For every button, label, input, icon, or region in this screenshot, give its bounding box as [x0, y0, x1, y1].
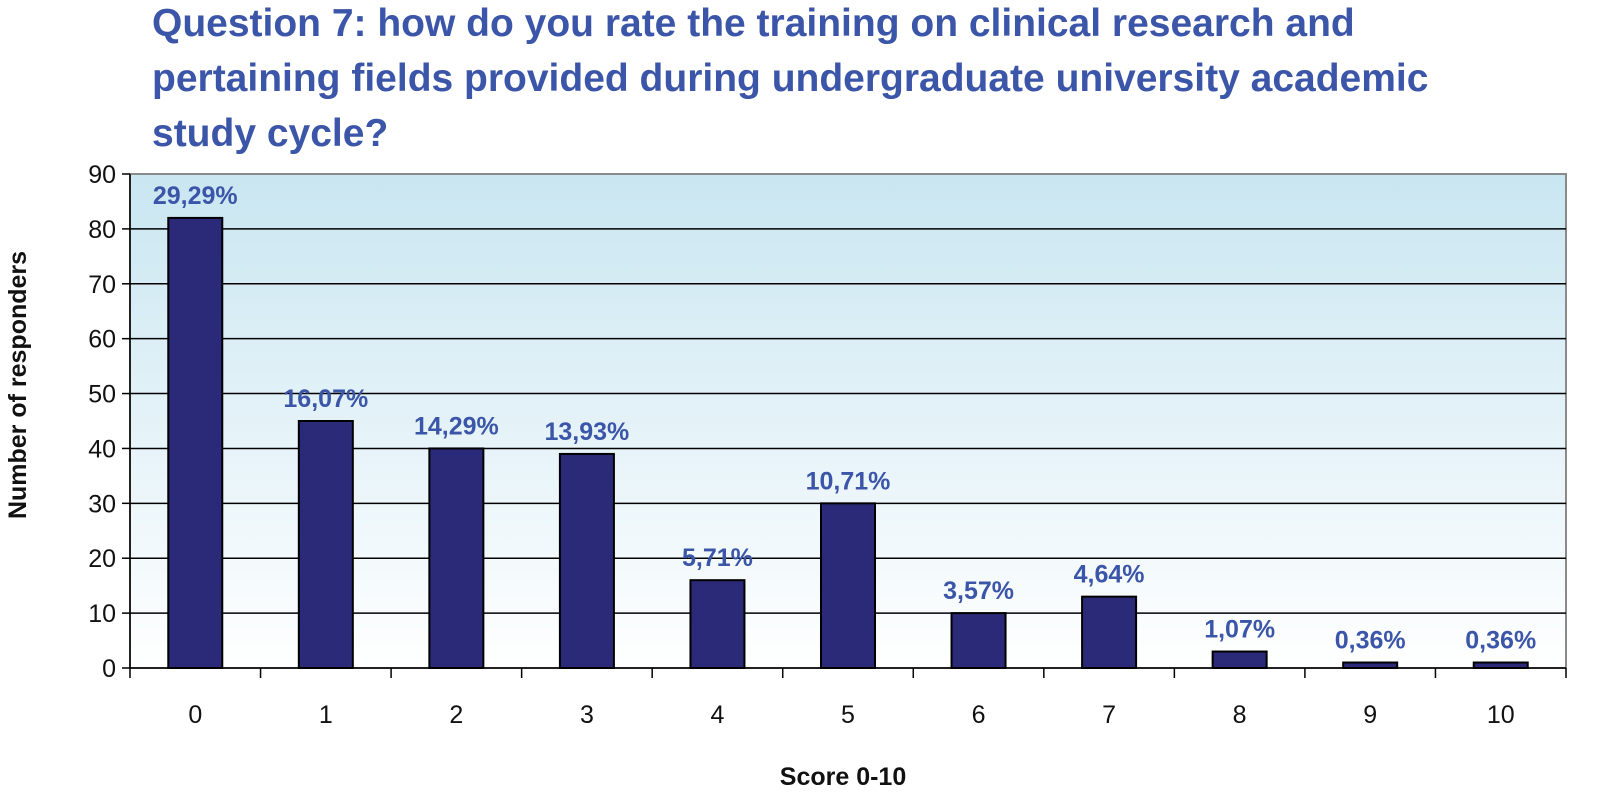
y-axis: 0 10 20 30 40 50 60 70 80 90 [88, 161, 131, 683]
x-tick-label: 8 [1233, 701, 1247, 729]
y-tick-label: 20 [88, 545, 116, 573]
x-tick-label: 0 [188, 701, 202, 729]
data-label-score-9: 0,36% [1335, 627, 1406, 655]
bar-score-7 [1081, 595, 1138, 670]
data-label-score-6: 3,57% [943, 577, 1014, 605]
y-axis-title: Number of responders [4, 251, 32, 519]
x-tick-label: 5 [841, 701, 855, 729]
y-tick-label: 50 [88, 381, 116, 409]
data-label-score-10: 0,36% [1465, 627, 1536, 655]
chart-title-line-3: study cycle? [152, 112, 389, 155]
x-axis-title: Score 0-10 [780, 763, 906, 791]
y-tick-label: 70 [88, 271, 116, 299]
y-tick-label: 0 [102, 655, 116, 683]
chart-title-line-2: pertaining fields provided during underg… [152, 57, 1429, 100]
bar-score-6 [950, 612, 1007, 669]
bar-score-5 [820, 502, 876, 670]
y-tick-label: 60 [88, 326, 116, 354]
data-label-score-3: 13,93% [545, 418, 630, 446]
bar-score-9 [1342, 661, 1399, 669]
x-tick-label: 10 [1487, 701, 1515, 729]
x-tick-label: 7 [1102, 701, 1116, 729]
y-tick-label: 40 [88, 435, 116, 463]
data-label-score-4: 5,71% [682, 544, 753, 572]
bar-score-4 [689, 579, 746, 670]
y-tick-label: 80 [88, 216, 116, 244]
data-label-score-7: 4,64% [1074, 561, 1145, 589]
bar-score-10 [1472, 661, 1529, 669]
x-axis: 0 1 2 3 4 5 6 7 8 9 10 [129, 667, 1567, 729]
data-labels: 29,29% 16,07% 14,29% 13,93% 5,71% 10,71% 3,57%… [153, 182, 1536, 655]
y-tick-label: 10 [88, 600, 116, 628]
y-tick-label: 90 [88, 161, 116, 189]
bar-score-3 [558, 452, 615, 669]
bars [167, 216, 1529, 670]
bar-score-2 [428, 447, 485, 670]
data-label-score-0: 29,29% [153, 182, 238, 210]
x-tick-label: 1 [319, 701, 333, 729]
data-label-score-8: 1,07% [1204, 616, 1275, 644]
chart-title: Question 7: how do you rate the training… [152, 0, 1592, 161]
y-tick-label: 30 [88, 490, 116, 518]
x-tick-label: 3 [580, 701, 594, 729]
data-label-score-1: 16,07% [283, 385, 368, 413]
x-tick-label: 6 [972, 701, 986, 729]
chart-title-line-1: Question 7: how do you rate the training… [152, 2, 1355, 45]
x-tick-label: 9 [1363, 701, 1377, 729]
bar-score-8 [1211, 650, 1268, 669]
x-tick-label: 2 [449, 701, 463, 729]
data-label-score-5: 10,71% [806, 467, 891, 495]
bar-score-1 [297, 420, 354, 669]
x-tick-label: 4 [711, 701, 725, 729]
bar-score-0 [167, 216, 224, 670]
data-label-score-2: 14,29% [414, 412, 499, 440]
